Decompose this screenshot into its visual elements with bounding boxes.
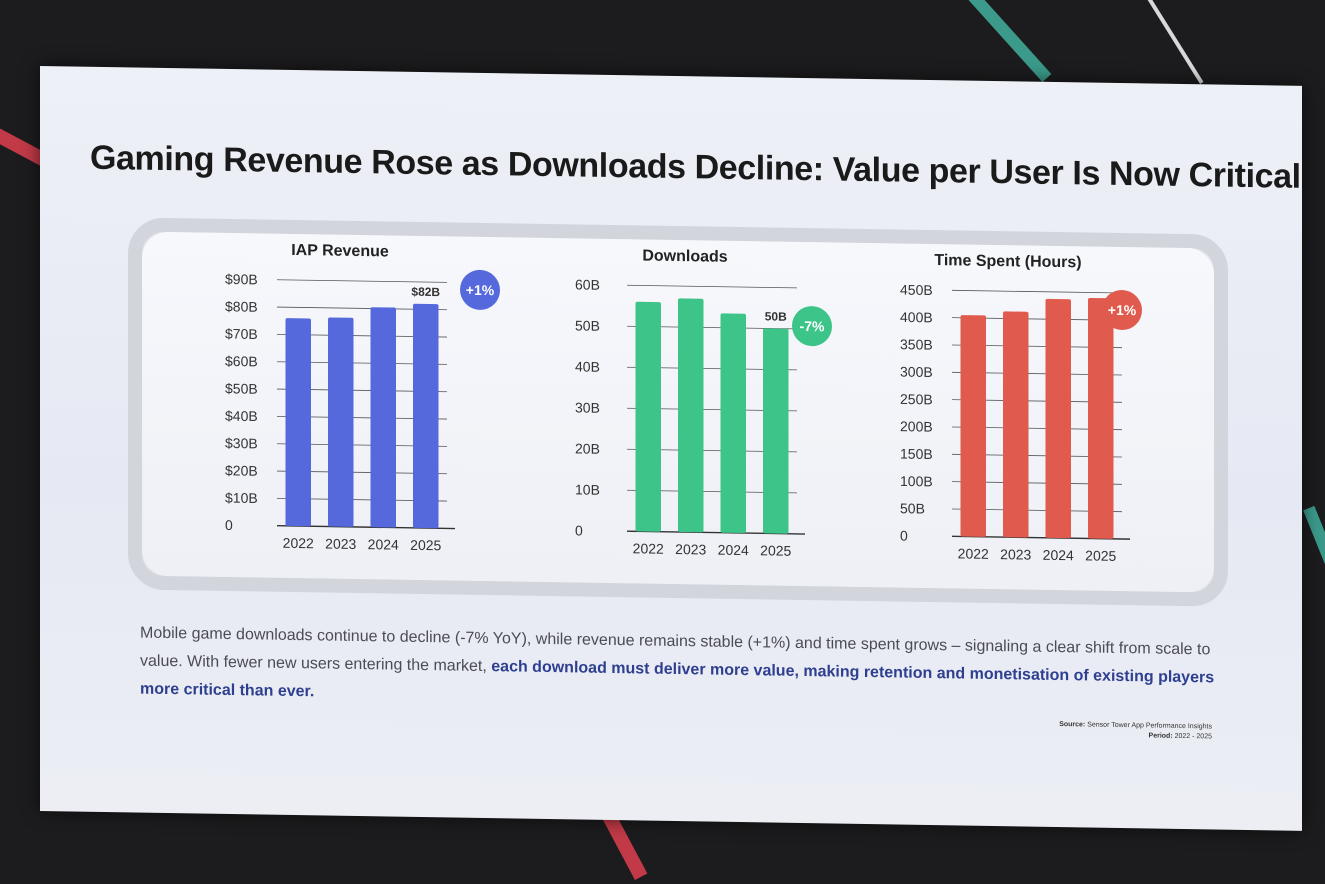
gridline bbox=[277, 279, 447, 283]
x-tick-label: 2023 bbox=[325, 535, 356, 551]
data-label: $82B bbox=[411, 285, 440, 299]
chart-title-time-spent: Time Spent (Hours) bbox=[934, 252, 1082, 272]
y-tick-label: $90B bbox=[225, 271, 258, 288]
y-tick-label: 50B bbox=[575, 317, 600, 333]
x-tick-label: 2024 bbox=[368, 536, 399, 552]
x-tick-label: 2025 bbox=[760, 542, 791, 558]
source-value: Sensor Tower App Performance Insights bbox=[1087, 721, 1212, 731]
bar-2023 bbox=[328, 317, 354, 527]
y-tick-label: $60B bbox=[225, 353, 258, 370]
bar-2024 bbox=[370, 307, 396, 528]
y-tick-label: 350B bbox=[900, 336, 933, 353]
x-tick-label: 2024 bbox=[718, 542, 749, 558]
y-tick-label: $10B bbox=[225, 490, 258, 507]
y-tick-label: 0 bbox=[900, 528, 908, 544]
chart-time-spent: 0 50B 100B 150B 200B 250B 300B 350B 400B 450B 2022… bbox=[900, 282, 1130, 564]
y-tick-label: 250B bbox=[900, 391, 933, 408]
bar-2024 bbox=[720, 313, 746, 534]
y-tick-label: 40B bbox=[575, 358, 600, 374]
bar-2022 bbox=[285, 318, 311, 527]
bar-2023 bbox=[1003, 311, 1029, 538]
period-label: Period: bbox=[1148, 732, 1173, 740]
y-tick-label: 0 bbox=[575, 522, 583, 538]
badge-time-change: +1% bbox=[1102, 289, 1142, 331]
bar-2023 bbox=[678, 298, 704, 533]
y-tick-label: 10B bbox=[575, 481, 600, 497]
bar-2024 bbox=[1045, 298, 1071, 539]
y-tick-label: 50B bbox=[900, 500, 925, 516]
presentation-slide: Gaming Revenue Rose as Downloads Decline… bbox=[40, 66, 1302, 831]
slide-title: Gaming Revenue Rose as Downloads Decline… bbox=[90, 138, 1301, 196]
y-tick-label: $70B bbox=[225, 326, 258, 343]
y-tick-label: 30B bbox=[575, 399, 600, 415]
chart-title-downloads: Downloads bbox=[642, 247, 728, 266]
background-stripe-white bbox=[1136, 0, 1204, 84]
x-tick-label: 2024 bbox=[1043, 547, 1074, 563]
gridline bbox=[952, 289, 1122, 294]
chart-downloads: 0 10B 20B 30B 40B 50B 60B 2022 2023 2024 2025 50B bbox=[575, 276, 805, 559]
y-tick-label: $80B bbox=[225, 298, 258, 315]
y-tick-label: 200B bbox=[900, 418, 933, 435]
x-tick-label: 2022 bbox=[958, 545, 989, 561]
data-label: 50B bbox=[765, 309, 787, 323]
y-tick-label: 0 bbox=[225, 517, 233, 533]
x-tick-label: 2025 bbox=[1085, 547, 1116, 563]
x-tick-label: 2023 bbox=[1000, 546, 1031, 562]
bar-2025 bbox=[413, 303, 439, 529]
summary-text: Mobile game downloads continue to declin… bbox=[140, 620, 1220, 721]
bar-2022 bbox=[960, 315, 986, 537]
x-tick-label: 2025 bbox=[410, 537, 441, 553]
bar-2025 bbox=[763, 328, 789, 534]
y-tick-label: 60B bbox=[575, 276, 600, 292]
chart-iap-revenue: 0 $10B $20B $30B $40B $50B $60B $70B $80B $90B 202… bbox=[225, 271, 455, 553]
source-label: Source: bbox=[1059, 721, 1086, 729]
x-tick-label: 2022 bbox=[283, 535, 314, 551]
gridline bbox=[627, 284, 797, 289]
y-tick-label: 150B bbox=[900, 446, 933, 463]
background-stripe-teal-right bbox=[1303, 505, 1325, 567]
chart-title-iap-revenue: IAP Revenue bbox=[291, 241, 389, 261]
y-tick-label: $20B bbox=[225, 462, 258, 479]
period-value: 2022 - 2025 bbox=[1174, 732, 1212, 741]
y-tick-label: 400B bbox=[900, 309, 933, 326]
bar-2025 bbox=[1088, 297, 1114, 539]
y-tick-label: 20B bbox=[575, 440, 600, 456]
bar-2022 bbox=[635, 301, 661, 532]
badge-iap-change: +1% bbox=[460, 269, 500, 311]
y-tick-label: 300B bbox=[900, 364, 933, 381]
y-tick-label: $30B bbox=[225, 435, 258, 452]
x-tick-label: 2023 bbox=[675, 541, 706, 557]
background-stripe-teal bbox=[948, 0, 1052, 83]
source-note: Source: Sensor Tower App Performance Ins… bbox=[1059, 720, 1212, 742]
badge-downloads-change: -7% bbox=[792, 305, 832, 347]
y-tick-label: $50B bbox=[225, 380, 258, 397]
y-tick-label: 100B bbox=[900, 473, 933, 490]
x-tick-label: 2022 bbox=[633, 540, 664, 556]
y-tick-label: $40B bbox=[225, 408, 258, 425]
y-tick-label: 450B bbox=[900, 282, 933, 299]
